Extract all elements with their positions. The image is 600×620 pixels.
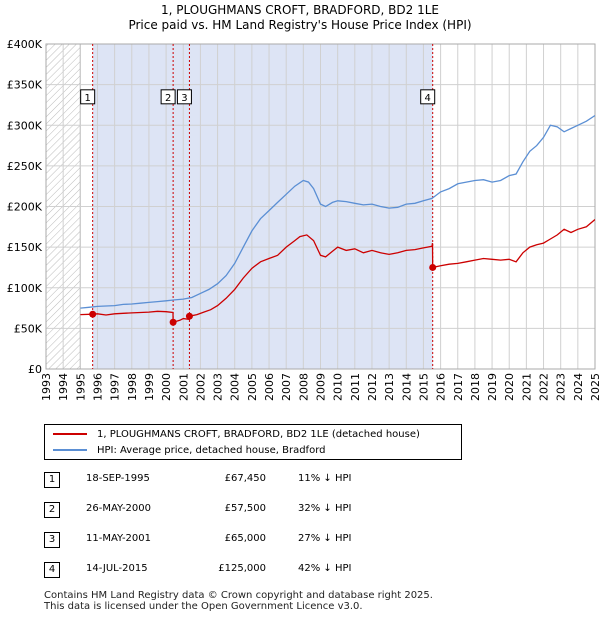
y-tick-label: £250K bbox=[7, 160, 43, 173]
x-tick-label: 1995 bbox=[74, 373, 87, 401]
footer-licence: This data is licensed under the Open Gov… bbox=[44, 601, 363, 612]
title-subtitle: Price paid vs. HM Land Registry's House … bbox=[128, 18, 472, 32]
footer-copyright: Contains HM Land Registry data © Crown c… bbox=[44, 590, 433, 601]
x-tick-label: 1997 bbox=[109, 373, 122, 401]
x-tick-label: 2017 bbox=[452, 373, 465, 401]
chart-legend: 1, PLOUGHMANS CROFT, BRADFORD, BD2 1LE (… bbox=[44, 424, 462, 460]
x-tick-label: 2015 bbox=[417, 373, 430, 401]
sale-row: 1 18-SEP-1995 £67,450 11% ↓ HPI bbox=[44, 472, 384, 502]
sale-row: 4 14-JUL-2015 £125,000 42% ↓ HPI bbox=[44, 562, 384, 592]
x-tick-label: 2010 bbox=[332, 373, 345, 401]
plot-border bbox=[45, 43, 596, 370]
x-tick-label: 2007 bbox=[280, 373, 293, 401]
x-tick-label: 2022 bbox=[538, 373, 551, 401]
footer-attribution: Contains HM Land Registry data © Crown c… bbox=[44, 590, 433, 612]
sale-price: £57,500 bbox=[224, 503, 266, 514]
y-tick-label: £200K bbox=[7, 201, 43, 214]
x-tick-label: 2002 bbox=[194, 373, 207, 401]
sale-date: 26-MAY-2000 bbox=[86, 503, 152, 514]
x-tick-label: 2024 bbox=[572, 373, 585, 401]
y-tick-label: £50K bbox=[14, 322, 43, 335]
legend-item-hpi: HPI: Average price, detached house, Brad… bbox=[53, 444, 325, 458]
sale-number-badge: 4 bbox=[44, 562, 60, 578]
sale-marker-box bbox=[420, 89, 436, 105]
sale-point bbox=[185, 312, 193, 320]
x-tick-label: 2009 bbox=[315, 373, 328, 401]
sale-date: 14-JUL-2015 bbox=[86, 563, 148, 574]
title-address: 1, PLOUGHMANS CROFT, BRADFORD, BD2 1LE bbox=[160, 3, 439, 17]
legend-item-property: 1, PLOUGHMANS CROFT, BRADFORD, BD2 1LE (… bbox=[53, 428, 420, 442]
sale-marker-label: 3 bbox=[181, 93, 187, 104]
sale-hpi-diff: 11% ↓ HPI bbox=[298, 473, 352, 484]
x-tick-label: 2013 bbox=[383, 373, 396, 401]
chart-title: 1, PLOUGHMANS CROFT, BRADFORD, BD2 1LE P… bbox=[0, 3, 600, 33]
legend-label-hpi: HPI: Average price, detached house, Brad… bbox=[97, 445, 326, 456]
x-tick-label: 2018 bbox=[469, 373, 482, 401]
x-tick-label: 1993 bbox=[40, 373, 53, 401]
sale-hpi-diff: 27% ↓ HPI bbox=[298, 533, 352, 544]
x-tick-label: 1996 bbox=[91, 373, 104, 401]
x-tick-label: 2014 bbox=[400, 373, 413, 401]
x-tick-label: 2011 bbox=[349, 373, 362, 401]
y-tick-label: £350K bbox=[7, 79, 43, 92]
y-tick-label: £150K bbox=[7, 241, 43, 254]
sale-point bbox=[89, 310, 97, 318]
x-tick-label: 2005 bbox=[246, 373, 259, 401]
sale-row: 2 26-MAY-2000 £57,500 32% ↓ HPI bbox=[44, 502, 384, 532]
sale-marker-box bbox=[176, 89, 192, 105]
y-tick-label: £300K bbox=[7, 119, 43, 132]
x-tick-label: 1994 bbox=[57, 373, 70, 401]
sale-number-badge: 3 bbox=[44, 532, 60, 548]
x-tick-label: 2000 bbox=[160, 373, 173, 401]
sale-hpi-diff: 42% ↓ HPI bbox=[298, 563, 352, 574]
sale-marker-label: 4 bbox=[425, 93, 431, 104]
sale-number-badge: 2 bbox=[44, 502, 60, 518]
sale-marker-box bbox=[80, 89, 96, 105]
x-tick-label: 2008 bbox=[297, 373, 310, 401]
x-tick-label: 2025 bbox=[589, 373, 600, 401]
x-tick-label: 2006 bbox=[263, 373, 276, 401]
sale-date: 18-SEP-1995 bbox=[86, 473, 150, 484]
hpi-line bbox=[80, 114, 595, 309]
sale-date: 11-MAY-2001 bbox=[86, 533, 152, 544]
legend-swatch-property bbox=[53, 433, 87, 435]
sale-point bbox=[169, 318, 177, 326]
x-tick-label: 2016 bbox=[435, 373, 448, 401]
sale-marker-label: 2 bbox=[165, 93, 171, 104]
price-chart: £0 £50K £100K £150K £200K £250K £300K £350K £400… bbox=[7, 38, 600, 401]
legend-swatch-hpi bbox=[53, 449, 87, 451]
y-tick-label: £100K bbox=[7, 282, 43, 295]
sale-number-badge: 1 bbox=[44, 472, 60, 488]
sales-table: 1 18-SEP-1995 £67,450 11% ↓ HPI 2 26-MAY… bbox=[44, 472, 384, 592]
x-tick-label: 1999 bbox=[143, 373, 156, 401]
x-tick-label: 2004 bbox=[229, 373, 242, 401]
x-tick-label: 2003 bbox=[212, 373, 225, 401]
x-tick-label: 1998 bbox=[126, 373, 139, 401]
sale-hpi-diff: 32% ↓ HPI bbox=[298, 503, 352, 514]
sale-marker-label: 1 bbox=[84, 93, 90, 104]
y-tick-label: £0 bbox=[28, 363, 42, 376]
x-tick-label: 2020 bbox=[503, 373, 516, 401]
sale-point bbox=[429, 263, 437, 271]
sale-row: 3 11-MAY-2001 £65,000 27% ↓ HPI bbox=[44, 532, 384, 562]
x-tick-label: 2021 bbox=[520, 373, 533, 401]
sale-price: £65,000 bbox=[224, 533, 266, 544]
sale-price: £67,450 bbox=[224, 473, 266, 484]
sale-marker-box bbox=[160, 89, 176, 105]
x-tick-label: 2012 bbox=[366, 373, 379, 401]
x-tick-label: 2019 bbox=[486, 373, 499, 401]
sale-price: £125,000 bbox=[218, 563, 266, 574]
legend-label-property: 1, PLOUGHMANS CROFT, BRADFORD, BD2 1LE (… bbox=[97, 429, 420, 440]
y-tick-label: £400K bbox=[7, 38, 43, 51]
x-tick-label: 2001 bbox=[177, 373, 190, 401]
x-tick-label: 2023 bbox=[555, 373, 568, 401]
